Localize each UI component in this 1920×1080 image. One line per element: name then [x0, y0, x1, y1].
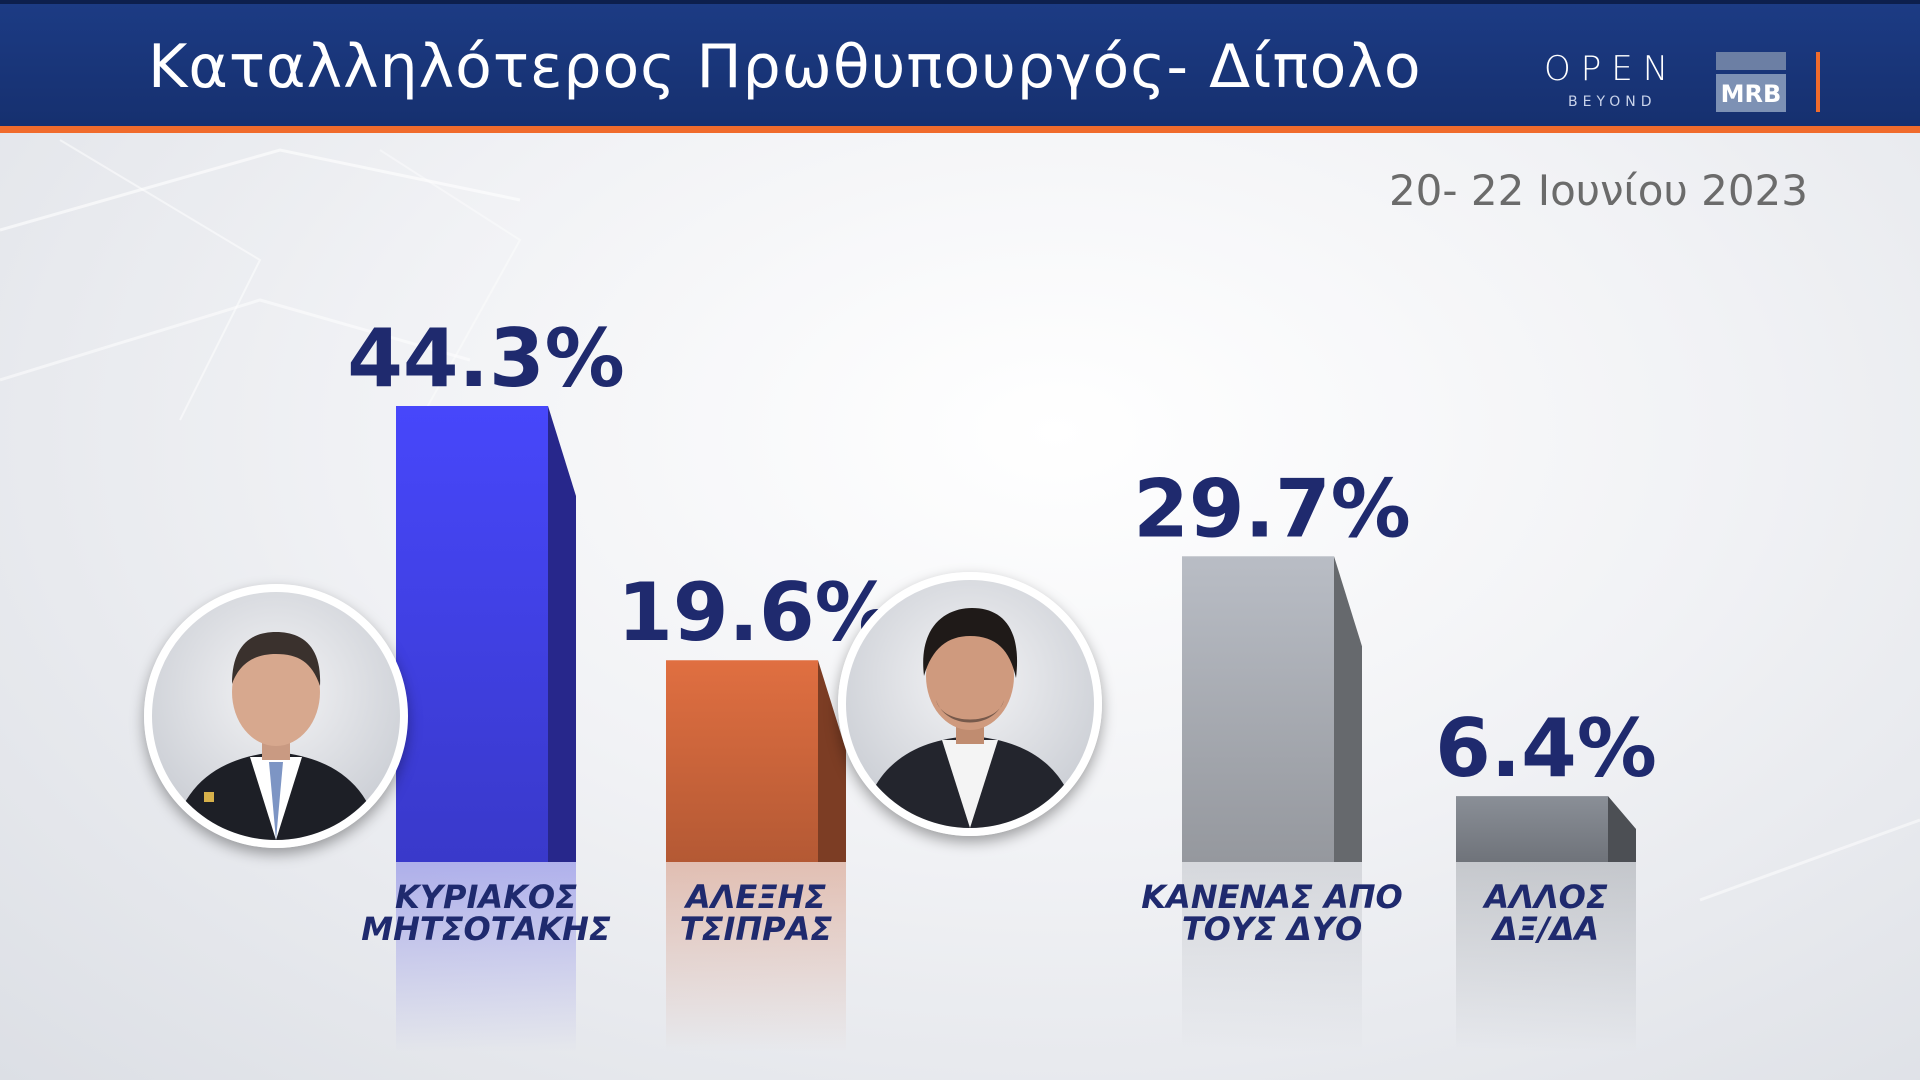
- mitsotakis-photo: [144, 584, 408, 848]
- header-bar: Καταλληλότερος Πρωθυπουργός- Δίπολο OPEN…: [0, 0, 1920, 126]
- value-label: 44.3%: [347, 312, 625, 405]
- category-label: ΤΣΙΠΡΑΣ: [680, 910, 833, 948]
- bar-side: [818, 660, 846, 862]
- mrb-logo: MRB: [1716, 52, 1786, 112]
- person-portrait-icon: [172, 632, 380, 840]
- bar-side: [1334, 556, 1362, 862]
- bar: [1456, 796, 1608, 862]
- survey-date: 20- 22 Ιουνίου 2023: [1388, 166, 1808, 215]
- bar-reflection: [1456, 862, 1636, 1052]
- category-label: ΜΗΤΣΟΤΑΚΗΣ: [361, 910, 611, 948]
- open-logo-subtext: BEYOND: [1568, 94, 1657, 110]
- value-label: 6.4%: [1435, 702, 1657, 795]
- category-label: ΔΞ/ΔΑ: [1490, 910, 1599, 948]
- open-logo-text: OPEN: [1544, 49, 1679, 89]
- open-logo: OPEN BEYOND: [1544, 52, 1682, 116]
- bar-reflection: [396, 862, 576, 1052]
- bar: [666, 660, 818, 862]
- tsipras-photo: [838, 572, 1102, 836]
- category-label: ΤΟΥΣ ΔΥΟ: [1182, 910, 1362, 948]
- header-accent-tick: [1816, 52, 1820, 112]
- category-label: ΑΛΕΞΗΣ: [683, 878, 826, 916]
- value-label: 29.7%: [1133, 462, 1411, 555]
- mrb-logo-bar: [1716, 52, 1786, 70]
- mrb-logo-text: MRB: [1716, 74, 1786, 112]
- bar-side: [548, 406, 576, 862]
- category-label: ΚΑΝΕΝΑΣ ΑΠΟ: [1141, 878, 1403, 916]
- value-label: 19.6%: [617, 566, 895, 659]
- bar-side: [1608, 796, 1636, 862]
- header-accent-stripe: [0, 126, 1920, 133]
- category-label: ΑΛΛΟΣ: [1481, 878, 1608, 916]
- category-label: ΚΥΡΙΑΚΟΣ: [395, 878, 577, 916]
- bar-reflection: [666, 862, 846, 1052]
- person-portrait-icon: [861, 608, 1079, 828]
- bar: [396, 406, 548, 862]
- page-title: Καταλληλότερος Πρωθυπουργός- Δίπολο: [148, 32, 1422, 102]
- bar-reflection: [1182, 862, 1362, 1052]
- bar: [1182, 556, 1334, 862]
